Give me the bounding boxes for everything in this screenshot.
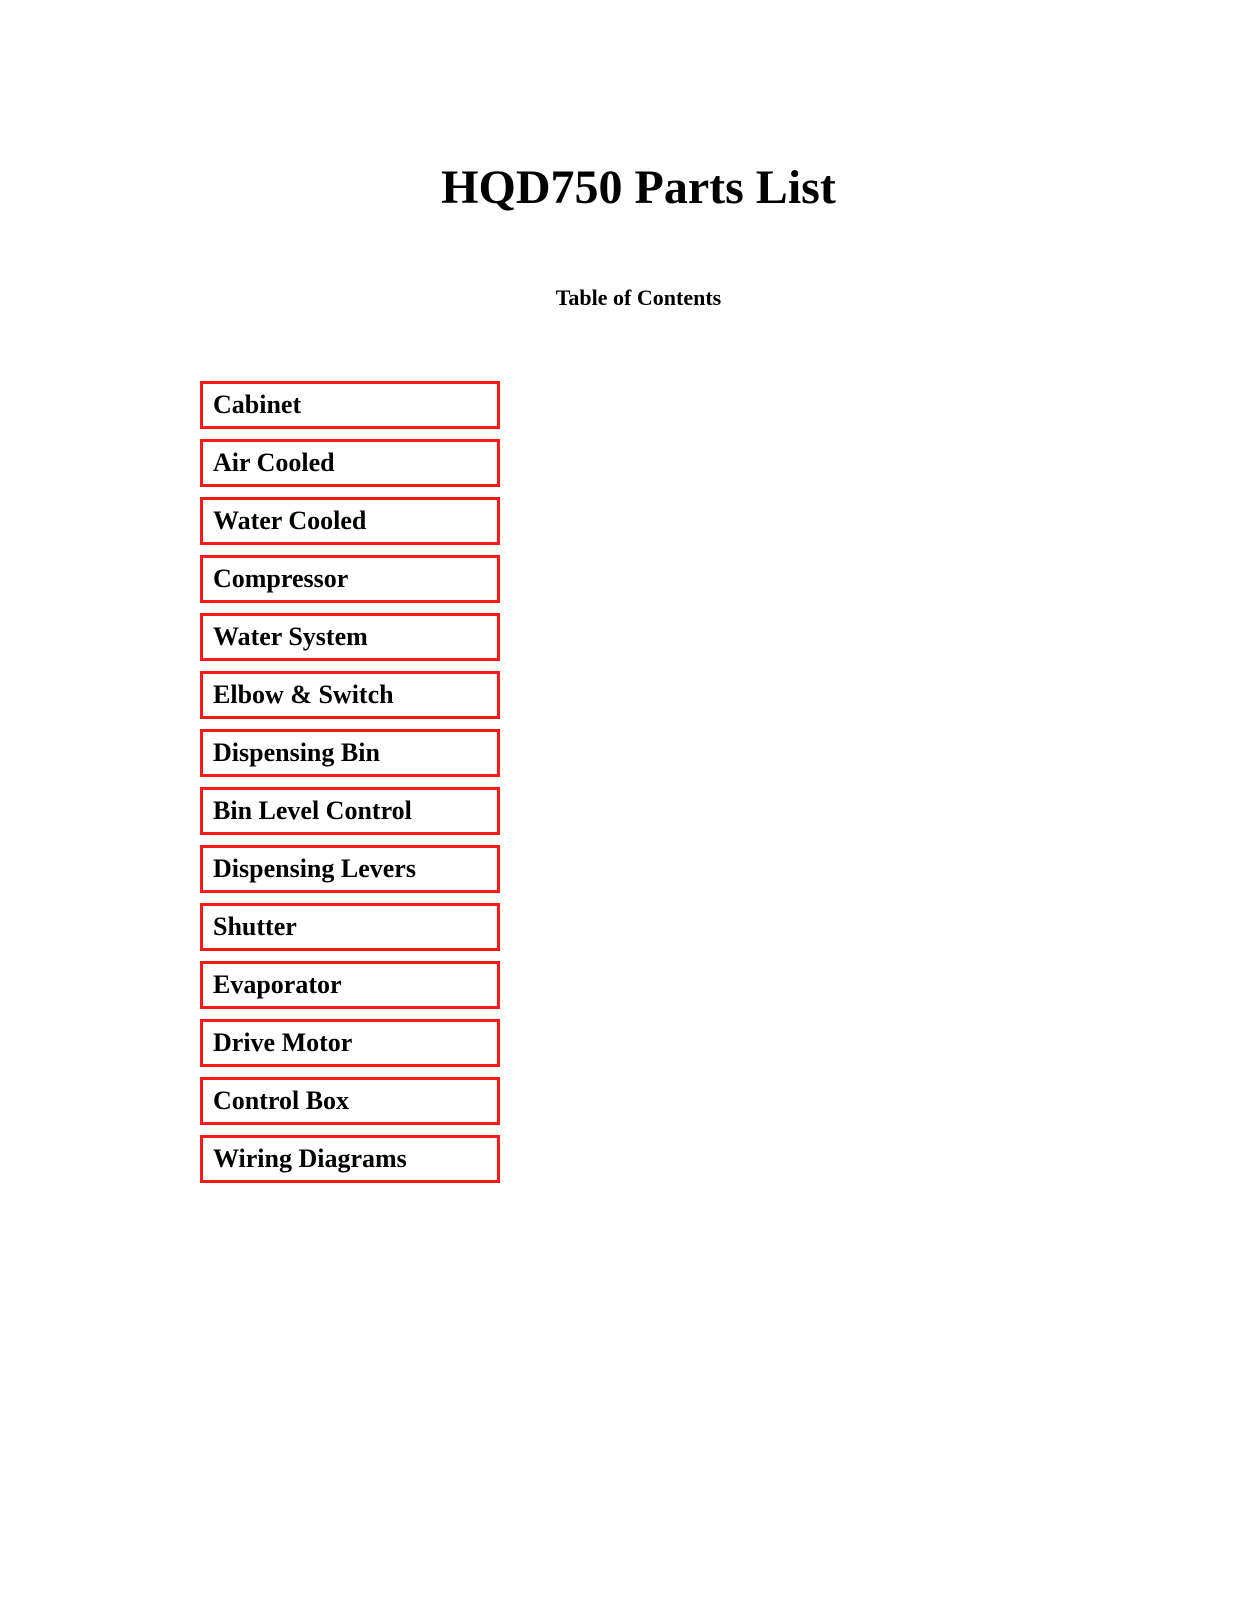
toc-subtitle: Table of Contents: [200, 285, 1077, 311]
toc-item-bin-level-control[interactable]: Bin Level Control: [200, 787, 500, 835]
toc-item-water-cooled[interactable]: Water Cooled: [200, 497, 500, 545]
toc-item-cabinet[interactable]: Cabinet: [200, 381, 500, 429]
toc-item-compressor[interactable]: Compressor: [200, 555, 500, 603]
toc-item-drive-motor[interactable]: Drive Motor: [200, 1019, 500, 1067]
toc-item-shutter[interactable]: Shutter: [200, 903, 500, 951]
toc-item-wiring-diagrams[interactable]: Wiring Diagrams: [200, 1135, 500, 1183]
toc-item-dispensing-levers[interactable]: Dispensing Levers: [200, 845, 500, 893]
page-title: HQD750 Parts List: [200, 160, 1077, 215]
toc-item-elbow-switch[interactable]: Elbow & Switch: [200, 671, 500, 719]
toc-item-dispensing-bin[interactable]: Dispensing Bin: [200, 729, 500, 777]
toc-item-air-cooled[interactable]: Air Cooled: [200, 439, 500, 487]
toc-item-water-system[interactable]: Water System: [200, 613, 500, 661]
toc-list: Cabinet Air Cooled Water Cooled Compress…: [200, 381, 500, 1183]
toc-item-control-box[interactable]: Control Box: [200, 1077, 500, 1125]
toc-item-evaporator[interactable]: Evaporator: [200, 961, 500, 1009]
page-container: HQD750 Parts List Table of Contents Cabi…: [0, 0, 1237, 1183]
